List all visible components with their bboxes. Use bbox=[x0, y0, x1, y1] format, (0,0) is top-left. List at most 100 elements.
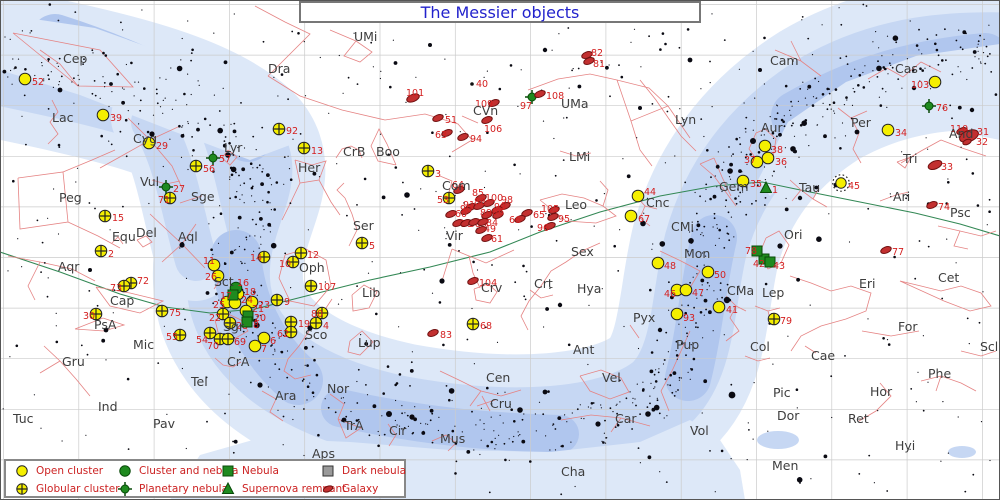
messier-77: 77 bbox=[880, 246, 904, 258]
constellation-line bbox=[789, 179, 828, 208]
messier-96: 96 bbox=[537, 222, 556, 234]
bright-star bbox=[542, 389, 548, 395]
messier-label: 85 bbox=[472, 188, 484, 199]
constellation-line bbox=[713, 157, 732, 197]
constellation-label-Car: Car bbox=[615, 411, 637, 426]
messier-label: 90 bbox=[460, 204, 472, 215]
constellation-label-Lac: Lac bbox=[52, 110, 74, 125]
messier-label: 83 bbox=[440, 330, 452, 341]
messier-64: 64 bbox=[452, 180, 465, 194]
constellation-line bbox=[560, 414, 651, 427]
bright-star bbox=[911, 85, 917, 91]
constellation-label-Per: Per bbox=[851, 115, 872, 130]
constellation-label-Hor: Hor bbox=[870, 384, 893, 399]
messier-52: 52 bbox=[18, 72, 44, 88]
messier-label: 27 bbox=[173, 184, 185, 195]
constellation-line bbox=[214, 357, 242, 368]
constellation-label-Cet: Cet bbox=[938, 270, 959, 285]
constellation-line bbox=[441, 248, 453, 282]
bright-star bbox=[409, 414, 415, 420]
magellanic-cloud bbox=[948, 446, 976, 458]
messier-27: 27 bbox=[159, 180, 185, 195]
messier-63: 63 bbox=[435, 129, 453, 141]
constellation-line bbox=[644, 205, 658, 210]
milky-way-band bbox=[131, 101, 217, 281]
constellation-label-Phe: Phe bbox=[928, 366, 951, 381]
messier-35: 35 bbox=[736, 174, 762, 190]
constellation-line bbox=[660, 330, 691, 412]
milky-way-patch bbox=[0, 14, 298, 160]
messier-label: 11 bbox=[203, 256, 215, 267]
constellation-line bbox=[294, 159, 327, 184]
legend-item-dark-nebula: Dark nebula bbox=[318, 462, 410, 480]
messier-73: 73 bbox=[110, 279, 131, 294]
constellation-label-Cep: Cep bbox=[63, 51, 87, 66]
constellation-line bbox=[539, 193, 617, 224]
constellation-line bbox=[43, 345, 91, 397]
legend-label: Galaxy bbox=[342, 483, 379, 495]
messier-label: 19 bbox=[298, 319, 310, 330]
messier-label: 67 bbox=[638, 214, 650, 225]
constellation-label-Vel: Vel bbox=[602, 370, 621, 385]
messier-60: 60 bbox=[445, 209, 467, 220]
legend-label: Globular cluster bbox=[36, 483, 120, 495]
messier-label: 93 bbox=[683, 313, 695, 324]
messier-10: 10 bbox=[279, 255, 300, 270]
constellation-label-UMi: UMi bbox=[354, 29, 377, 44]
bright-star bbox=[854, 129, 860, 135]
messier-label: 68 bbox=[480, 321, 492, 332]
messier-88: 88 bbox=[473, 197, 486, 210]
messier-22: 22 bbox=[209, 307, 230, 324]
messier-label: 55 bbox=[166, 332, 178, 343]
constellation-line bbox=[699, 163, 737, 207]
bright-star bbox=[687, 57, 693, 63]
messier-label: 31 bbox=[977, 127, 989, 138]
messier-53: 53 bbox=[437, 191, 456, 206]
messier-label: 9 bbox=[284, 297, 290, 308]
constellation-label-Aps: Aps bbox=[312, 446, 335, 461]
constellation-line bbox=[337, 418, 362, 439]
constellation-line bbox=[387, 423, 397, 447]
bright-star bbox=[777, 243, 783, 249]
messier-label: 72 bbox=[137, 276, 149, 287]
messier-69: 69 bbox=[221, 332, 246, 348]
constellation-label-Lep: Lep bbox=[762, 285, 784, 300]
constellation-line bbox=[39, 49, 79, 87]
messier-label: 69 bbox=[234, 337, 246, 348]
constellation-label-Cap: Cap bbox=[110, 293, 134, 308]
messier-label: 12 bbox=[307, 250, 319, 261]
messier-label: 63 bbox=[435, 130, 447, 141]
constellation-line bbox=[336, 182, 346, 199]
messier-label: 51 bbox=[445, 115, 457, 126]
messier-label: 13 bbox=[311, 146, 323, 157]
messier-label: 65 bbox=[533, 210, 545, 221]
messier-7: 7 bbox=[248, 339, 267, 355]
constellation-line bbox=[370, 128, 397, 166]
messier-label: 1 bbox=[772, 185, 778, 196]
constellation-line bbox=[469, 390, 482, 407]
messier-89: 89 bbox=[480, 208, 493, 219]
bright-star bbox=[758, 68, 762, 72]
messier-label: 36 bbox=[775, 157, 787, 168]
constellation-line bbox=[267, 75, 473, 153]
bright-star bbox=[595, 421, 601, 427]
messier-12: 12 bbox=[294, 246, 319, 261]
messier-label: 82 bbox=[591, 48, 603, 59]
messier-label: 52 bbox=[32, 77, 44, 88]
constellation-label-Boo: Boo bbox=[376, 144, 400, 159]
messier-92: 92 bbox=[272, 122, 298, 137]
constellation-line bbox=[937, 225, 997, 237]
messier-5: 5 bbox=[355, 236, 375, 252]
constellation-line bbox=[127, 117, 183, 189]
milky-way-band bbox=[665, 215, 737, 401]
nebula-icon bbox=[222, 465, 234, 477]
messier-14: 14 bbox=[250, 250, 271, 264]
messier-41: 41 bbox=[712, 300, 738, 316]
bright-star bbox=[723, 296, 731, 304]
constellation-label-Leo: Leo bbox=[565, 197, 587, 212]
bright-star bbox=[645, 411, 651, 417]
constellation-label-Aqr: Aqr bbox=[58, 259, 80, 274]
constellation-line bbox=[599, 180, 609, 207]
messier-label: 50 bbox=[714, 270, 726, 281]
constellation-line bbox=[639, 79, 697, 152]
